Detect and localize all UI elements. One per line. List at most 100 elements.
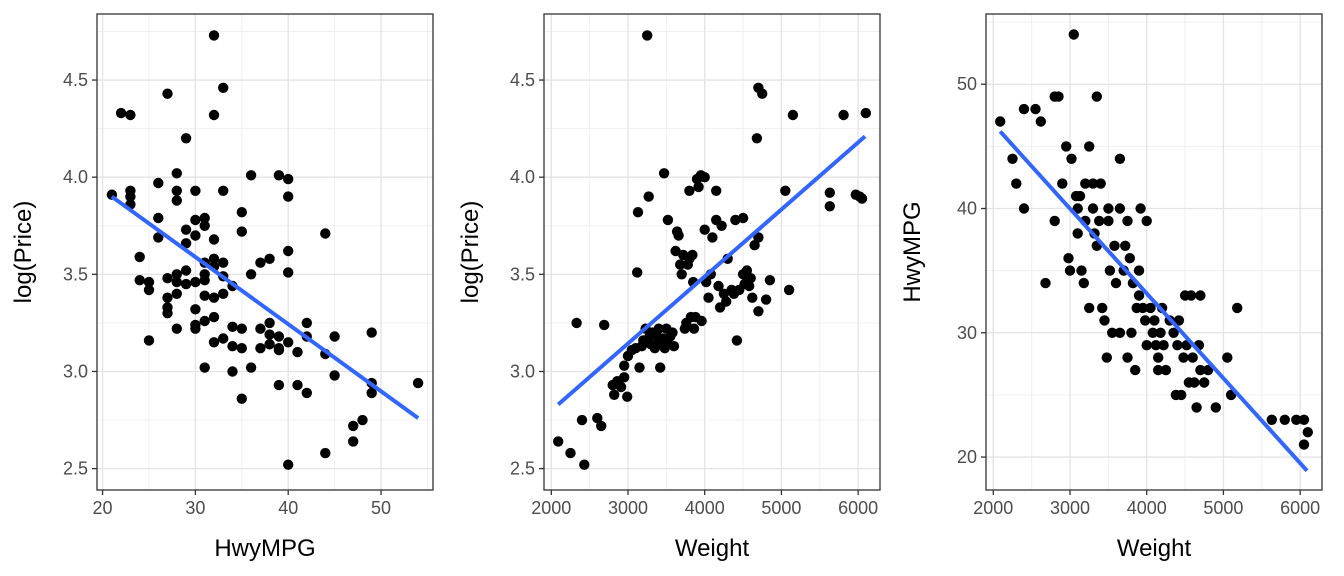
data-point <box>245 362 257 373</box>
y-axis-title: log(Price) <box>457 201 484 304</box>
data-point <box>1057 178 1068 189</box>
data-point <box>236 323 247 334</box>
data-point <box>1074 190 1086 202</box>
data-point <box>227 341 238 352</box>
data-point <box>1222 352 1233 363</box>
data-point <box>1114 153 1126 164</box>
data-point <box>143 276 155 288</box>
data-point <box>320 228 331 239</box>
data-point <box>1084 141 1095 152</box>
data-point <box>1122 352 1133 363</box>
data-point <box>273 379 285 391</box>
data-point <box>153 212 164 224</box>
y-axis-title: HwyMPG <box>899 201 926 302</box>
data-point <box>592 412 603 424</box>
data-point <box>1189 377 1200 388</box>
data-point <box>1186 290 1197 301</box>
data-point <box>143 335 155 346</box>
data-point <box>162 292 173 303</box>
data-point <box>783 284 795 296</box>
data-point <box>745 273 756 284</box>
x-tick-label: 2000 <box>531 498 571 518</box>
data-point <box>1199 377 1210 388</box>
data-point <box>134 275 145 286</box>
data-point <box>115 107 127 119</box>
data-point <box>1049 215 1060 227</box>
data-point <box>1078 277 1090 289</box>
data-point <box>1210 402 1222 413</box>
data-point <box>653 323 664 334</box>
data-point <box>632 267 643 278</box>
panel-2: 2000 3000 4000 5000 6000 2.5 3.0 3.5 4.0 4.5 Weigh… <box>457 13 881 562</box>
data-point <box>576 414 588 426</box>
data-point <box>1153 352 1164 363</box>
panel-border <box>543 13 881 491</box>
data-point <box>824 187 835 198</box>
data-point <box>565 447 576 459</box>
data-point <box>713 280 724 292</box>
data-point <box>199 362 210 373</box>
data-point <box>1173 315 1185 326</box>
data-point <box>283 267 294 278</box>
x-tick-label: 30 <box>185 498 205 518</box>
data-point <box>218 333 229 344</box>
data-point <box>609 389 620 400</box>
data-point <box>599 319 610 331</box>
data-point <box>1120 240 1131 251</box>
data-point <box>245 170 257 181</box>
data-point <box>1087 178 1099 189</box>
data-point <box>716 220 727 231</box>
data-point <box>412 377 424 389</box>
data-point <box>721 296 732 307</box>
data-point <box>199 275 210 286</box>
data-point <box>357 414 368 426</box>
data-point <box>1094 215 1105 227</box>
data-point <box>658 168 670 179</box>
data-point <box>553 436 564 447</box>
panel-border <box>96 13 434 491</box>
data-point <box>1176 389 1187 401</box>
data-point <box>1103 215 1114 227</box>
data-point <box>662 214 674 226</box>
data-point <box>1202 364 1214 376</box>
data-point <box>699 172 710 183</box>
data-point <box>1007 153 1018 164</box>
data-point <box>668 341 680 352</box>
data-point <box>1137 302 1149 314</box>
data-point <box>622 391 633 402</box>
data-point <box>199 290 210 301</box>
data-point <box>162 88 173 99</box>
data-point <box>744 280 755 292</box>
data-point <box>190 276 201 288</box>
data-point <box>1126 327 1137 338</box>
data-point <box>301 317 312 329</box>
data-point <box>667 327 678 338</box>
y-tick-label: 4.0 <box>63 167 88 187</box>
data-point <box>236 343 247 354</box>
x-tick-label: 3000 <box>608 498 648 518</box>
data-point <box>180 224 192 235</box>
data-point <box>1195 290 1206 301</box>
x-tick-label: 40 <box>278 498 298 518</box>
x-tick-label: 50 <box>371 498 391 518</box>
data-point <box>780 185 791 196</box>
data-point <box>208 234 220 245</box>
data-point <box>619 372 630 383</box>
data-point <box>348 420 359 432</box>
data-point <box>1072 203 1083 214</box>
panel-border <box>985 13 1323 491</box>
data-point <box>655 362 666 373</box>
data-point <box>273 170 285 181</box>
data-point <box>171 276 182 288</box>
data-point <box>171 269 182 280</box>
data-point <box>1063 253 1074 264</box>
data-point <box>1232 302 1243 314</box>
data-point <box>1155 327 1166 338</box>
data-point <box>1018 103 1030 115</box>
data-point <box>1191 402 1202 413</box>
data-point <box>153 177 164 189</box>
data-point <box>283 191 294 202</box>
data-point <box>180 278 192 290</box>
x-axis-title: HwyMPG <box>214 535 315 562</box>
data-point <box>171 288 182 299</box>
